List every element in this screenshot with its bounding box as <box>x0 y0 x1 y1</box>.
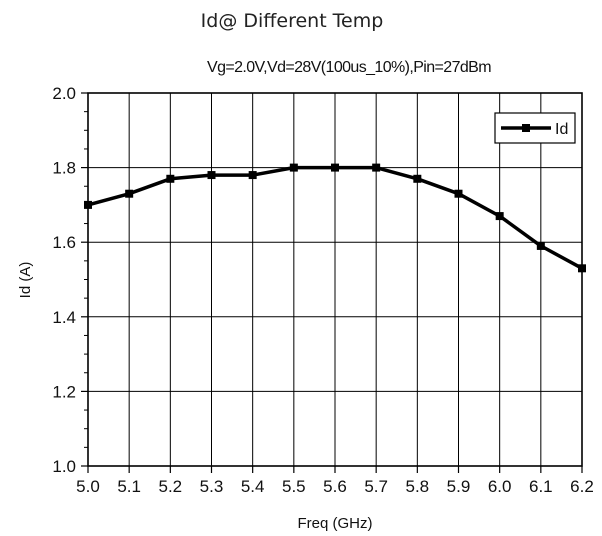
y-tick-label: 1.6 <box>52 233 76 252</box>
x-tick-label: 5.5 <box>282 477 306 496</box>
tick-labels: 5.0 5.1 5.2 5.3 5.4 5.5 5.6 5.7 5.8 5.9 6.0 6.1 6.2 1… <box>52 84 593 496</box>
x-tick-label: 6.1 <box>529 477 553 496</box>
y-tick-label: 2.0 <box>52 84 76 103</box>
chart-title: Id@ Different Temp <box>201 10 384 32</box>
x-tick-label: 6.0 <box>488 477 512 496</box>
grid <box>87 92 583 467</box>
x-tick-label: 5.7 <box>364 477 388 496</box>
data-point <box>454 189 463 198</box>
x-tick-label: 5.8 <box>406 477 430 496</box>
y-tick-label: 1.0 <box>52 457 76 476</box>
data-point <box>578 264 586 273</box>
data-point <box>166 174 175 183</box>
legend-label: Id <box>555 121 568 138</box>
x-axis-label: Freq (GHz) <box>298 515 373 532</box>
legend: Id <box>494 112 576 144</box>
y-axis-label: Id (A) <box>17 262 34 299</box>
y-tick-label: 1.8 <box>52 159 76 178</box>
data-point <box>331 163 339 172</box>
x-tick-label: 5.0 <box>76 477 100 496</box>
y-tick-label: 1.4 <box>52 308 76 327</box>
data-point <box>372 163 381 172</box>
y-tick-label: 1.2 <box>52 382 76 401</box>
data-point <box>84 200 92 209</box>
x-tick-label: 5.9 <box>447 477 471 496</box>
x-tick-label: 5.4 <box>241 477 265 496</box>
data-point <box>248 171 257 180</box>
data-point <box>536 241 545 250</box>
data-point <box>413 174 422 183</box>
x-tick-label: 5.3 <box>200 477 224 496</box>
data-point <box>495 212 504 221</box>
minor-ticks <box>81 92 583 473</box>
chart-subtitle: Vg=2.0V,Vd=28V(100us_10%),Pin=27dBm <box>207 59 491 76</box>
data-point <box>125 189 134 198</box>
x-tick-label: 5.6 <box>323 477 347 496</box>
x-tick-label: 5.2 <box>159 477 183 496</box>
data-point <box>207 171 216 180</box>
data-point <box>289 163 298 172</box>
legend-marker <box>522 124 530 132</box>
plot-frame <box>87 92 583 467</box>
x-tick-label: 6.2 <box>570 477 594 496</box>
x-tick-label: 5.1 <box>117 477 141 496</box>
series <box>84 163 586 273</box>
